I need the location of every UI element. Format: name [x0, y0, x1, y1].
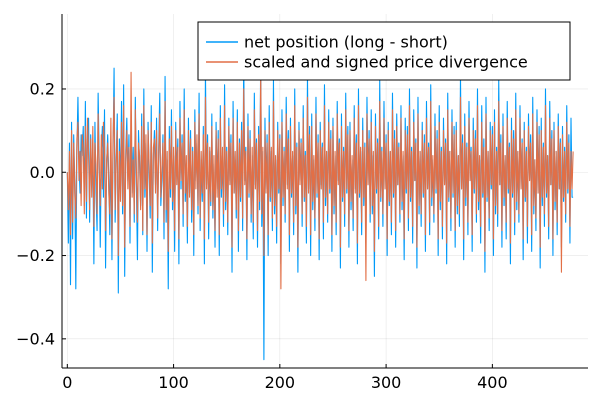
legend-label-2: scaled and signed price divergence — [244, 53, 528, 72]
series-layer — [66, 55, 574, 361]
y-tick-label: −0.2 — [16, 246, 55, 265]
legend: net position (long - short)scaled and si… — [197, 21, 571, 81]
y-tick-label: 0.2 — [30, 79, 55, 98]
x-tick-label: 100 — [158, 373, 189, 392]
legend-box — [197, 21, 571, 81]
y-tick-label: −0.4 — [16, 329, 55, 348]
y-tick-label: 0.0 — [30, 163, 55, 182]
series-line-2 — [66, 71, 574, 290]
x-tick-label: 0 — [62, 373, 72, 392]
axis-layer — [61, 14, 588, 369]
x-tick-label: 400 — [477, 373, 508, 392]
legend-label-1: net position (long - short) — [244, 33, 448, 52]
x-tick-label: 200 — [265, 373, 296, 392]
tick-layer: 0 100 200 300 400 −0.4 −0.2 0.0 0.2 — [16, 79, 507, 392]
x-tick-label: 300 — [371, 373, 402, 392]
